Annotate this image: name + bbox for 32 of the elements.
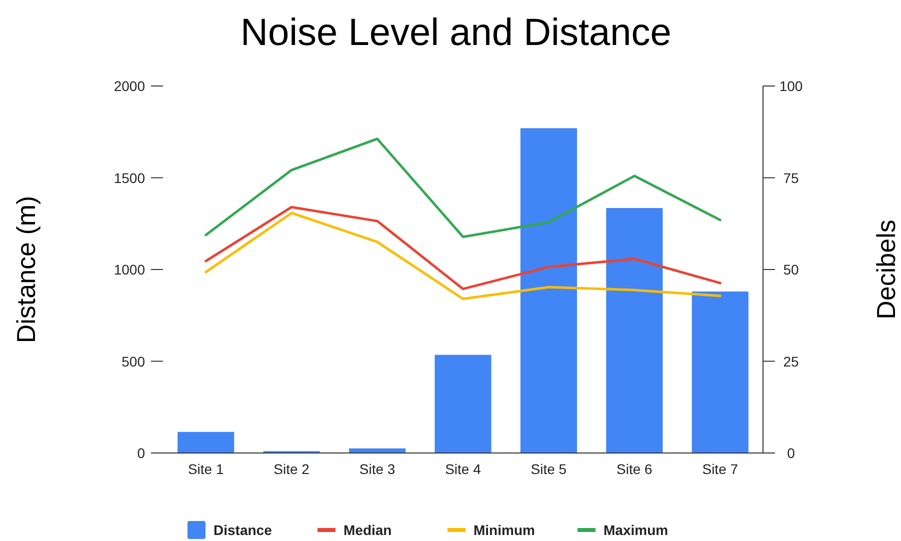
legend-label: Maximum bbox=[604, 522, 668, 538]
y-tick-label: 500 bbox=[122, 353, 146, 370]
y2-tick-label: 0 bbox=[787, 445, 796, 461]
x-tick-label: Site 5 bbox=[530, 461, 567, 477]
y-tick-label: 1500 bbox=[114, 170, 146, 186]
y-tick-label: 0 bbox=[137, 445, 146, 461]
bar bbox=[434, 354, 492, 453]
legend-label: Minimum bbox=[474, 522, 535, 538]
y-tick-label: 1000 bbox=[114, 262, 146, 278]
legend-label: Median bbox=[344, 522, 392, 538]
y-axis-title: Distance (m) bbox=[11, 196, 41, 344]
legend-label: Distance bbox=[214, 522, 272, 538]
y2-tick-label: 75 bbox=[783, 170, 799, 186]
bar bbox=[692, 292, 748, 453]
y2-tick-label: 25 bbox=[783, 353, 799, 370]
y-tick-label: 2000 bbox=[114, 78, 146, 94]
x-tick-label: Site 3 bbox=[359, 461, 396, 477]
x-tick-label: Site 7 bbox=[702, 461, 738, 477]
line-series bbox=[204, 206, 722, 290]
x-tick-label: Site 4 bbox=[445, 461, 482, 477]
y2-tick-label: 100 bbox=[779, 78, 803, 94]
x-tick-label: Site 1 bbox=[188, 461, 224, 477]
x-tick-label: Site 6 bbox=[616, 461, 653, 477]
line-series bbox=[204, 138, 722, 238]
bar bbox=[178, 432, 234, 453]
bar bbox=[520, 128, 577, 453]
y2-axis-title: Decibels bbox=[871, 220, 901, 320]
y2-tick-label: 50 bbox=[783, 262, 799, 278]
x-tick-label: Site 2 bbox=[274, 461, 310, 477]
line-series bbox=[204, 212, 722, 300]
chart-title: Noise Level and Distance bbox=[240, 12, 672, 54]
bar bbox=[606, 208, 663, 453]
